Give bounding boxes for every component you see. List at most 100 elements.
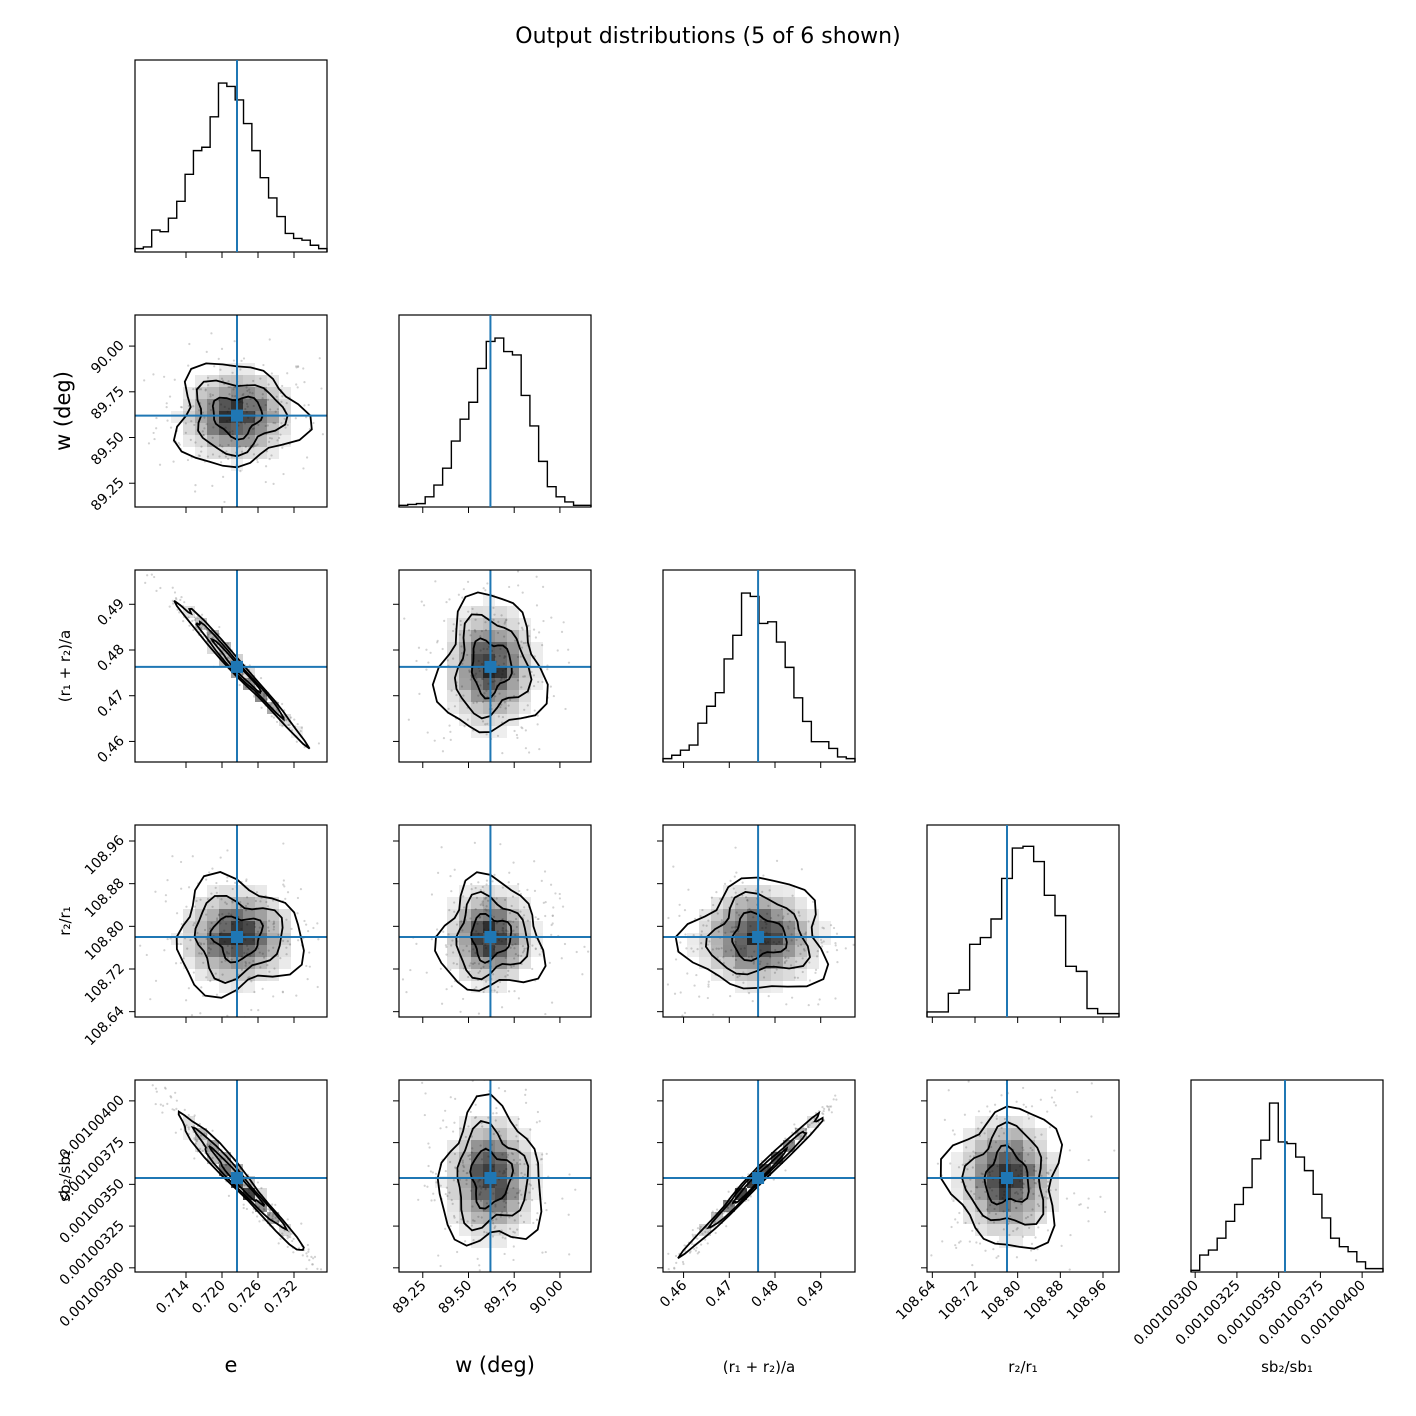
sample-point — [499, 843, 502, 846]
sample-point — [454, 1097, 457, 1100]
density-cell — [1023, 1128, 1035, 1140]
sample-point — [226, 849, 229, 852]
sample-point — [1034, 1236, 1037, 1239]
sample-point — [155, 1090, 158, 1093]
sample-point — [535, 1218, 538, 1221]
sample-point — [690, 947, 693, 950]
sample-point — [1023, 1160, 1027, 1163]
sample-point — [460, 920, 463, 923]
x-axis-label-r2r1: r₂/r₁ — [1008, 1358, 1037, 1376]
sample-point — [463, 725, 466, 728]
sample-point — [989, 1204, 992, 1207]
sample-point — [307, 1248, 310, 1251]
sample-point — [785, 949, 788, 952]
sample-point — [494, 1020, 496, 1022]
sample-point — [696, 1237, 699, 1240]
sample-point — [746, 899, 749, 902]
density-cell — [243, 945, 255, 957]
sample-point — [459, 1127, 462, 1130]
scatter-panel-e-w — [134, 314, 328, 508]
sample-point — [203, 928, 207, 932]
sample-point — [453, 910, 456, 913]
sample-point — [826, 950, 829, 954]
sample-point — [544, 901, 547, 904]
density-cell — [243, 387, 255, 399]
sample-point — [505, 618, 508, 621]
sample-point — [425, 971, 428, 974]
density-cell — [1023, 1116, 1035, 1128]
sample-point — [469, 1110, 472, 1114]
sample-point — [174, 596, 178, 600]
sample-point — [650, 1280, 652, 1282]
sample-point — [791, 1141, 794, 1144]
sample-point — [785, 1003, 788, 1006]
sample-point — [184, 431, 187, 434]
sample-point — [274, 1216, 277, 1219]
sample-point — [283, 417, 286, 420]
sample-point — [200, 613, 204, 616]
density-cell — [195, 375, 207, 387]
sample-point — [535, 575, 538, 578]
sample-point — [721, 1212, 725, 1215]
sample-point — [723, 882, 727, 885]
sample-point — [300, 1222, 303, 1225]
sample-point — [236, 1022, 238, 1024]
sample-point — [320, 1274, 322, 1276]
sample-point — [883, 1014, 885, 1016]
sample-point — [736, 903, 739, 906]
sample-point — [272, 1213, 275, 1216]
sample-point — [423, 1113, 426, 1117]
sample-point — [535, 1121, 538, 1124]
density-cell — [1011, 1140, 1023, 1152]
sample-point — [451, 629, 455, 633]
sample-point — [1040, 1133, 1043, 1136]
density-cell — [807, 957, 819, 969]
sample-point — [995, 1114, 998, 1117]
sample-point — [512, 861, 515, 864]
sample-point — [266, 964, 269, 967]
sample-point — [567, 661, 571, 664]
density-cell — [759, 885, 771, 897]
sample-point — [297, 939, 300, 942]
sample-point — [276, 439, 279, 442]
sample-point — [726, 1210, 729, 1214]
sample-point — [752, 960, 756, 963]
density-cell — [459, 921, 471, 933]
sample-point — [266, 398, 270, 401]
sample-point — [681, 1260, 685, 1264]
density-cell — [183, 399, 195, 411]
density-cell — [723, 897, 735, 909]
sample-point — [209, 1143, 212, 1146]
contour-line — [732, 1146, 789, 1205]
sample-point — [1030, 1105, 1034, 1108]
density-cell — [243, 447, 255, 459]
sample-point — [517, 1202, 520, 1205]
sample-point — [277, 933, 280, 936]
sample-point — [780, 907, 783, 911]
sample-point — [252, 379, 255, 383]
sample-point — [930, 1254, 933, 1257]
sample-point — [678, 914, 681, 917]
scatter-panel-r12a-sb2sb1 — [650, 1079, 862, 1282]
sample-point — [860, 1082, 862, 1084]
sample-point — [271, 1215, 274, 1218]
sample-point — [986, 1208, 989, 1211]
sample-point — [234, 881, 237, 884]
sample-point — [472, 1278, 474, 1280]
sample-point — [734, 958, 738, 962]
sample-point — [1073, 1192, 1076, 1195]
density-cell — [471, 606, 483, 618]
sample-point — [491, 1235, 495, 1238]
panel-frame — [134, 59, 328, 253]
sample-point — [1053, 1101, 1056, 1104]
sample-point — [342, 974, 344, 976]
sample-point — [674, 1254, 678, 1258]
sample-point — [481, 902, 484, 905]
sample-point — [1030, 1213, 1033, 1217]
sample-point — [733, 966, 736, 969]
density-cell — [243, 981, 255, 993]
sample-point — [802, 948, 806, 951]
sample-point — [484, 628, 488, 632]
sample-point — [995, 1256, 998, 1259]
sample-point — [267, 1213, 270, 1216]
